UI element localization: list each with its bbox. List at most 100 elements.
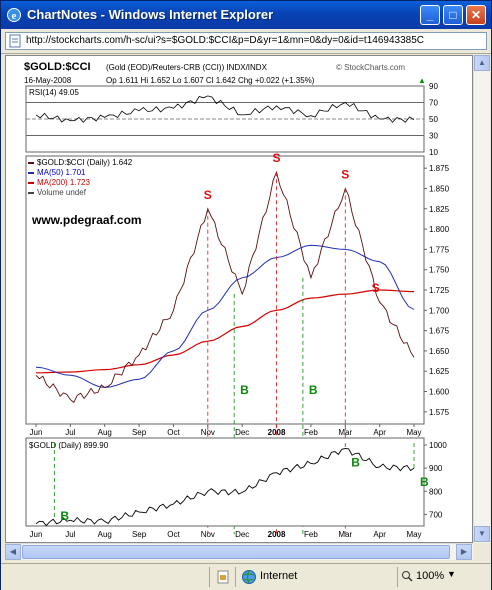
gold-month-label: Oct <box>167 530 180 539</box>
gold-panel-frame <box>25 437 425 527</box>
zoom-icon <box>402 571 413 582</box>
zone-label: Internet <box>260 570 298 582</box>
main-tick-label: 1.625 <box>429 367 450 376</box>
sell-signal-label: S <box>204 188 212 202</box>
main-tick-label: 1.850 <box>429 184 450 193</box>
sell-signal-label: S <box>372 281 380 295</box>
rsi-tick-label: 30 <box>429 132 438 141</box>
legend-swatch <box>28 192 34 194</box>
ratio-line <box>35 170 415 404</box>
month-label: Nov <box>201 428 215 437</box>
month-label: Oct <box>167 428 180 437</box>
legend-swatch <box>28 182 34 184</box>
page-content: $GOLD:$CCI (Gold (EOD)/Reuters-CRB (CCI))… <box>5 55 473 543</box>
rsi-line <box>35 95 415 123</box>
gold-tick-label: 1000 <box>429 441 447 450</box>
main-tick-label: 1.575 <box>429 408 450 417</box>
close-icon: ✕ <box>470 8 482 22</box>
gold-buy-label: B <box>420 475 429 489</box>
month-label: Jun <box>30 428 43 437</box>
gold-month-label: Feb <box>304 530 318 539</box>
legend-entry: MA(50) 1.701 <box>37 168 86 177</box>
ie-logo-icon: e <box>7 8 21 22</box>
ma50-line <box>35 244 415 389</box>
gold-month-label: Dec <box>235 530 249 539</box>
legend-entry: MA(200) 1.723 <box>37 178 90 187</box>
buy-signal-label: B <box>240 383 249 397</box>
legend-entry: Volume undef <box>37 188 87 197</box>
chart-date: 16-May-2008 <box>24 76 72 85</box>
main-panel-frame <box>25 155 425 425</box>
gold-month-label: Mar <box>338 530 352 539</box>
rsi-tick-label: 70 <box>429 99 438 108</box>
address-bar: http://stockcharts.com/h-sc/ui?s=$GOLD:$… <box>1 29 491 54</box>
legend-swatch <box>28 162 34 164</box>
main-tick-label: 1.675 <box>429 327 450 336</box>
chart-ohlc: Op 1.611 Hi 1.652 Lo 1.607 Cl 1.642 Chg … <box>106 76 315 85</box>
gold-month-label: Aug <box>98 530 112 539</box>
chart-description: (Gold (EOD)/Reuters-CRB (CCI)) INDX/INDX <box>106 63 268 72</box>
minimize-icon: _ <box>426 8 434 22</box>
main-tick-label: 1.700 <box>429 306 450 315</box>
horizontal-scrollbar[interactable]: ◀ ▶ <box>5 543 473 560</box>
gold-tick-label: 900 <box>429 464 443 473</box>
ma200-line <box>36 289 415 374</box>
close-button[interactable]: ✕ <box>466 5 486 25</box>
maximize-button[interactable]: □ <box>443 5 463 25</box>
main-tick-label: 1.875 <box>429 164 450 173</box>
title-bar[interactable]: e ChartNotes - Windows Internet Explorer… <box>1 1 491 29</box>
main-tick-label: 1.825 <box>429 205 450 214</box>
month-label: Sep <box>132 428 147 437</box>
gold-month-label: Sep <box>132 530 147 539</box>
gold-month-label: Apr <box>373 530 386 539</box>
zoom-dropdown-icon[interactable]: ▼ <box>447 569 456 579</box>
month-label: Feb <box>304 428 318 437</box>
month-label: May <box>406 428 421 437</box>
gold-buy-label: B <box>351 455 360 469</box>
month-label: Dec <box>235 428 249 437</box>
gold-month-label: May <box>406 530 421 539</box>
minimize-button[interactable]: _ <box>420 5 440 25</box>
main-tick-label: 1.600 <box>429 388 450 397</box>
legend-entry: $GOLD:$CCI (Daily) 1.642 <box>37 158 133 167</box>
zoom-level[interactable]: 100% <box>416 570 445 582</box>
sell-signal-label: S <box>273 151 281 165</box>
maximize-icon: □ <box>449 8 457 22</box>
watermark-text: www.pdegraaf.com <box>31 213 142 227</box>
address-field[interactable]: http://stockcharts.com/h-sc/ui?s=$GOLD:$… <box>5 32 487 50</box>
change-arrow-icon: ▲ <box>418 76 426 85</box>
gold-month-label: Jun <box>30 530 43 539</box>
scroll-up-button[interactable]: ▲ <box>474 55 490 71</box>
scroll-down-button[interactable]: ▼ <box>474 526 490 542</box>
rsi-tick-label: 50 <box>429 115 438 124</box>
svg-text:e: e <box>12 10 17 22</box>
symbol-label: $GOLD:$CCI <box>24 61 91 73</box>
scroll-right-button[interactable]: ▶ <box>456 544 472 560</box>
page-lock-icon <box>217 570 229 584</box>
chart-credit: © StockCharts.com <box>336 63 405 72</box>
globe-icon <box>242 570 256 584</box>
legend-swatch <box>28 172 34 174</box>
gold-label: $GOLD (Daily) 899.90 <box>29 441 109 450</box>
gold-buy-label: B <box>60 509 69 523</box>
main-tick-label: 1.800 <box>429 225 450 234</box>
gold-month-label: 2008 <box>268 530 286 539</box>
gold-month-label: Jul <box>65 530 75 539</box>
page-icon <box>9 34 21 48</box>
main-tick-label: 1.725 <box>429 286 450 295</box>
vertical-scrollbar[interactable]: ▲ ▼ <box>473 55 490 543</box>
main-tick-label: 1.775 <box>429 245 450 254</box>
gold-tick-label: 700 <box>429 510 443 519</box>
gold-tick-label: 800 <box>429 487 443 496</box>
scroll-left-button[interactable]: ◀ <box>5 544 21 560</box>
month-label: Jul <box>65 428 75 437</box>
window-title: ChartNotes - Windows Internet Explorer <box>27 7 274 22</box>
month-label: Mar <box>338 428 352 437</box>
url-text: http://stockcharts.com/h-sc/ui?s=$GOLD:$… <box>26 35 424 46</box>
scroll-thumb[interactable] <box>22 545 450 559</box>
gold-month-label: Nov <box>201 530 215 539</box>
rsi-tick-label: 10 <box>429 148 438 157</box>
stock-chart: $GOLD:$CCI (Gold (EOD)/Reuters-CRB (CCI))… <box>24 61 450 539</box>
rsi-label: RSI(14) 49.05 <box>29 88 79 97</box>
